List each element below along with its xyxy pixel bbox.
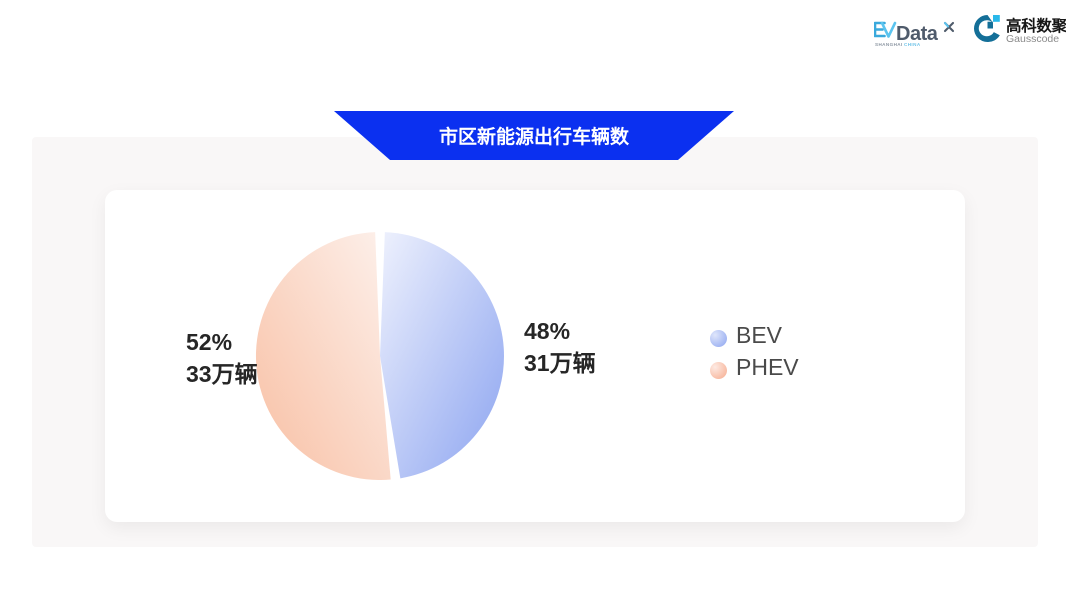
svg-text:SHANGHAI: SHANGHAI [875,42,903,47]
svg-text:Gausscode: Gausscode [1006,33,1059,45]
svg-text:CHINA: CHINA [904,42,921,47]
